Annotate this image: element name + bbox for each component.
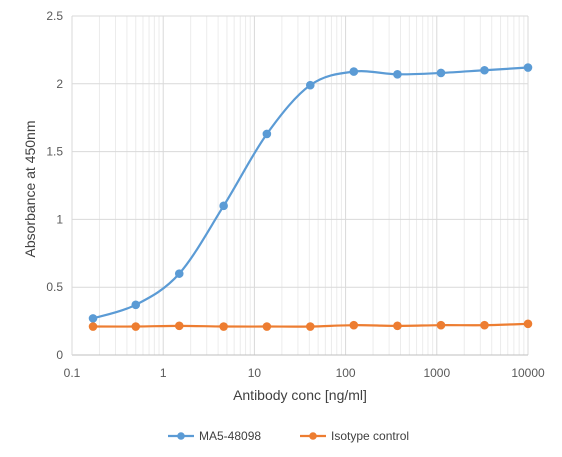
data-point [219,201,228,211]
series-lines [92,66,529,328]
x-tick-label: 1 [160,366,167,380]
y-tick-label: 1 [56,212,63,226]
y-axis-title: Absorbance at 450nm [22,121,38,258]
major-gridlines [72,15,529,355]
series-line-1 [92,66,529,320]
legend: MA5-48098 Isotype control [168,429,409,443]
x-tick-label: 1000 [423,366,450,380]
data-point [219,322,228,331]
data-point [131,300,141,310]
data-point [305,80,315,90]
data-point [262,129,272,139]
data-point [523,63,533,72]
data-point [262,322,272,331]
data-point [174,269,184,278]
y-tick-labels: 0 0.5 1 1.5 2 2.5 [46,9,63,362]
y-tick-label: 2 [56,77,63,91]
data-point [523,319,533,329]
data-point [131,322,141,331]
data-point [393,321,402,331]
data-point [393,70,402,79]
data-point [174,321,184,331]
data-point [480,65,489,75]
y-tick-label: 0 [56,348,63,362]
data-point [480,320,489,330]
legend-label-2: Isotype control [331,429,409,443]
x-axis-title: Antibody conc [ng/ml] [233,387,367,403]
data-point [88,314,98,323]
y-tick-label: 2.5 [46,9,63,23]
data-point [436,68,446,78]
series-points [88,63,533,331]
axes [71,16,528,356]
minor-gridlines [98,16,525,355]
y-tick-label: 1.5 [46,145,63,159]
x-tick-label: 100 [336,366,356,380]
data-point [436,320,446,330]
y-tick-label: 0.5 [46,280,63,294]
x-tick-label: 10000 [511,366,545,380]
legend-marker-1 [177,432,185,440]
data-point [305,322,315,331]
x-tick-label: 0.1 [64,366,81,380]
data-point [88,322,98,331]
x-tick-labels: 0.1 1 10 100 1000 10000 [64,366,545,380]
data-point [349,320,359,330]
x-tick-label: 10 [248,366,262,380]
data-point [349,67,359,76]
legend-marker-2 [309,432,317,440]
legend-label-1: MA5-48098 [199,429,261,443]
